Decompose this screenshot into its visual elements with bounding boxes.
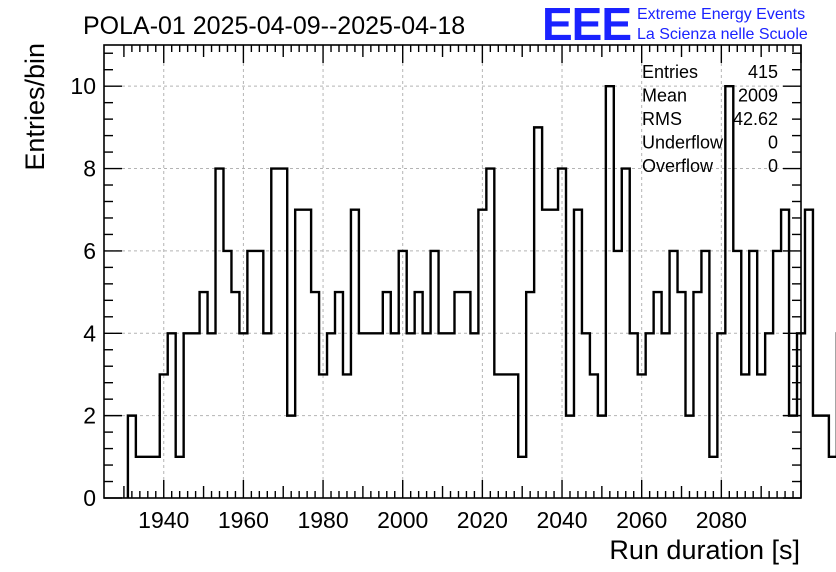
x-tick-label: 1940 — [138, 507, 189, 533]
y-tick-label: 0 — [83, 485, 96, 511]
y-tick-label: 6 — [83, 238, 96, 264]
plot-frame — [103, 44, 802, 499]
logo-line-1: Extreme Energy Events — [637, 6, 805, 23]
x-tick-label: 2060 — [616, 507, 667, 533]
y-tick-label: 8 — [83, 156, 96, 182]
y-tick-label: 10 — [70, 73, 96, 99]
x-tick-label: 1980 — [297, 507, 348, 533]
x-tick-label: 2020 — [457, 507, 508, 533]
stats-box: Entries 415 Mean 2009 RMS 42.62 Underflow 0 Over… — [642, 62, 778, 176]
stat-value: 415 — [748, 62, 778, 82]
x-tick-label: 2080 — [696, 507, 747, 533]
y-tick-labels: 0 2 4 6 8 10 — [70, 73, 96, 511]
histogram-series — [126, 84, 836, 498]
eee-logo: EEE Extreme Energy Events La Scienza nel… — [542, 0, 808, 50]
stat-value: 0 — [768, 133, 778, 153]
stat-value: 0 — [768, 156, 778, 176]
stat-label: Underflow — [642, 133, 724, 153]
stat-value: 2009 — [738, 86, 778, 106]
x-tick-label: 2000 — [377, 507, 428, 533]
logo-line-2: La Scienza nelle Scuole — [637, 26, 808, 43]
stat-value: 42.62 — [733, 109, 778, 129]
stat-label: Mean — [642, 86, 687, 106]
stat-label: Entries — [642, 62, 698, 82]
chart-title: POLA-01 2025-04-09--2025-04-18 — [83, 12, 465, 40]
stat-label: Overflow — [642, 156, 714, 176]
y-tick-label: 4 — [83, 320, 96, 346]
y-tick-label: 2 — [83, 403, 96, 429]
x-tick-labels: 1940 1960 1980 2000 2020 2040 2060 2080 — [138, 507, 747, 533]
stat-label: RMS — [642, 109, 682, 129]
x-tick-label: 1960 — [218, 507, 269, 533]
x-axis-title: Run duration [s] — [609, 535, 800, 565]
axis-ticks — [104, 45, 802, 499]
x-tick-label: 2040 — [536, 507, 587, 533]
y-axis-title: Entries/bin — [20, 43, 50, 171]
logo-mark: EEE — [542, 0, 631, 50]
